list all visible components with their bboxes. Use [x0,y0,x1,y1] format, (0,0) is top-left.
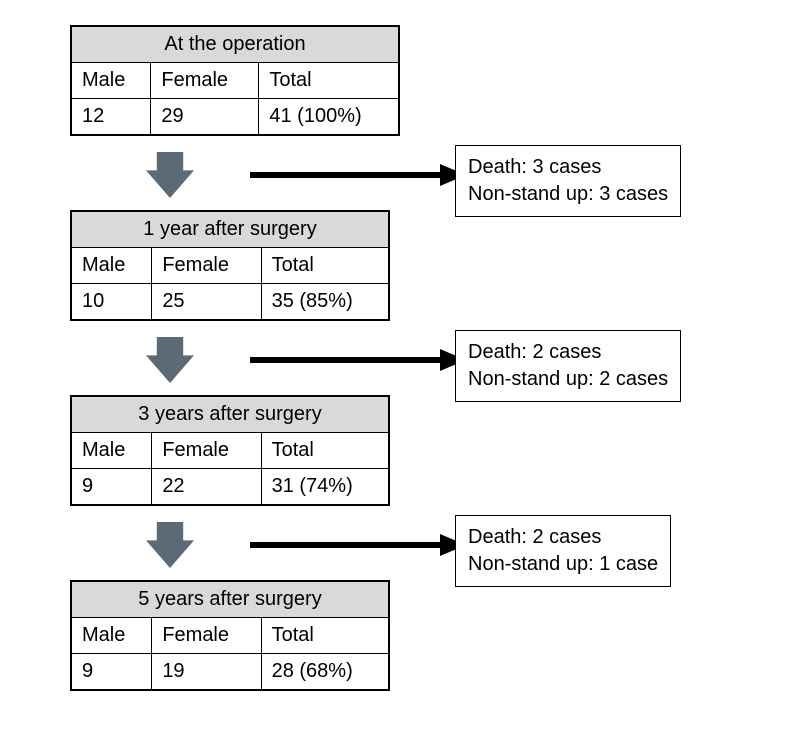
data-cell: 35 (85%) [261,284,389,321]
stage-title: 3 years after surgery [71,396,389,433]
col-header: Total [261,618,389,654]
data-cell: 19 [152,654,261,691]
stage-title: 5 years after surgery [71,581,389,618]
col-header: Female [152,618,261,654]
outcome-line: Death: 3 cases [468,154,668,181]
data-cell: 10 [71,284,152,321]
data-cell: 28 (68%) [261,654,389,691]
outcome-box: Death: 2 casesNon-stand up: 1 case [455,515,671,587]
data-cell: 9 [71,469,152,506]
arrow-right-icon [250,162,466,188]
stage-table-stage0: At the operationMaleFemaleTotal 122941 (1… [70,25,400,136]
outcome-box: Death: 3 casesNon-stand up: 3 cases [455,145,681,217]
col-header: Male [71,433,152,469]
outcome-line: Non-stand up: 3 cases [468,181,668,208]
stage-table-stage3: 5 years after surgeryMaleFemaleTotal 9192… [70,580,390,691]
col-header: Male [71,63,151,99]
col-header: Total [259,63,399,99]
col-header: Total [261,248,389,284]
flowchart-root: At the operationMaleFemaleTotal122941 (1… [0,0,800,737]
col-header: Female [152,248,261,284]
arrow-right-icon [250,532,466,558]
col-header: Male [71,618,152,654]
outcome-box: Death: 2 casesNon-stand up: 2 cases [455,330,681,402]
data-cell: 29 [151,99,259,136]
data-cell: 31 (74%) [261,469,389,506]
arrow-down-icon [146,152,194,198]
data-cell: 41 (100%) [259,99,399,136]
outcome-line: Non-stand up: 1 case [468,551,658,578]
outcome-line: Death: 2 cases [468,524,658,551]
outcome-line: Non-stand up: 2 cases [468,366,668,393]
arrow-down-icon [146,337,194,383]
stage-title: 1 year after surgery [71,211,389,248]
data-cell: 12 [71,99,151,136]
data-cell: 22 [152,469,261,506]
col-header: Male [71,248,152,284]
col-header: Female [152,433,261,469]
data-cell: 25 [152,284,261,321]
arrow-right-icon [250,347,466,373]
stage-table-stage1: 1 year after surgeryMaleFemaleTotal 10253… [70,210,390,321]
data-cell: 9 [71,654,152,691]
col-header: Female [151,63,259,99]
stage-title: At the operation [71,26,399,63]
stage-table-stage2: 3 years after surgeryMaleFemaleTotal 9223… [70,395,390,506]
col-header: Total [261,433,389,469]
outcome-line: Death: 2 cases [468,339,668,366]
arrow-down-icon [146,522,194,568]
